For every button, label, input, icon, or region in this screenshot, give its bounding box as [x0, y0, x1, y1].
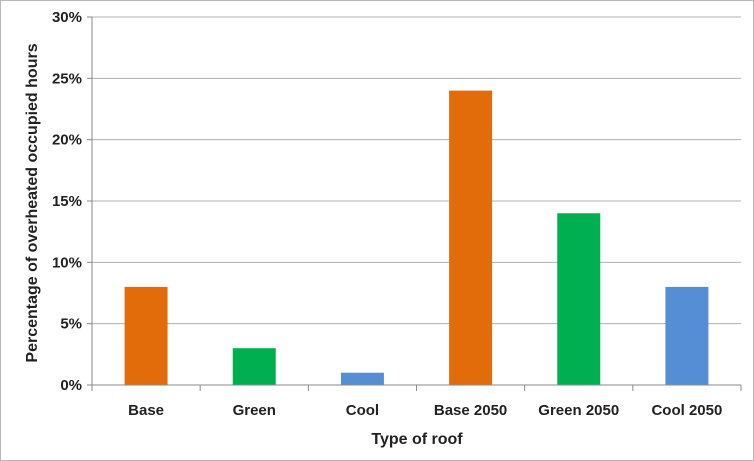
x-tick-label: Base 2050: [434, 402, 507, 419]
x-tick-label: Base: [128, 402, 164, 419]
bar: [232, 348, 276, 385]
bar: [124, 286, 168, 385]
x-tick-label: Cool 2050: [651, 402, 722, 419]
y-tick-label: 20%: [52, 132, 82, 149]
y-tick-label: 5%: [60, 316, 82, 333]
y-tick-labels: 0% 5% 10% 15% 20% 25% 30%: [52, 9, 82, 394]
y-tick-label: 30%: [52, 9, 82, 26]
x-tick-label: Cool: [346, 402, 379, 419]
x-tick-label: Green 2050: [538, 402, 619, 419]
gridlines: [87, 16, 741, 386]
y-axis-title: Percentage of overheated occupied hours: [24, 43, 41, 362]
axes: [91, 17, 742, 391]
x-tick-label: Green: [233, 402, 276, 419]
x-tick-labels: Base Green Cool Base 2050 Green 2050 Cool 205…: [128, 402, 722, 419]
y-tick-label: 10%: [52, 254, 82, 271]
x-axis-title: Type of roof: [371, 431, 463, 448]
bar: [665, 286, 709, 385]
y-tick-label: 0%: [60, 377, 82, 394]
y-tick-label: 25%: [52, 70, 82, 87]
y-tick-label: 15%: [52, 193, 82, 210]
bars: [124, 90, 709, 385]
bar: [557, 213, 601, 385]
bar: [449, 90, 493, 385]
bar: [340, 372, 384, 385]
